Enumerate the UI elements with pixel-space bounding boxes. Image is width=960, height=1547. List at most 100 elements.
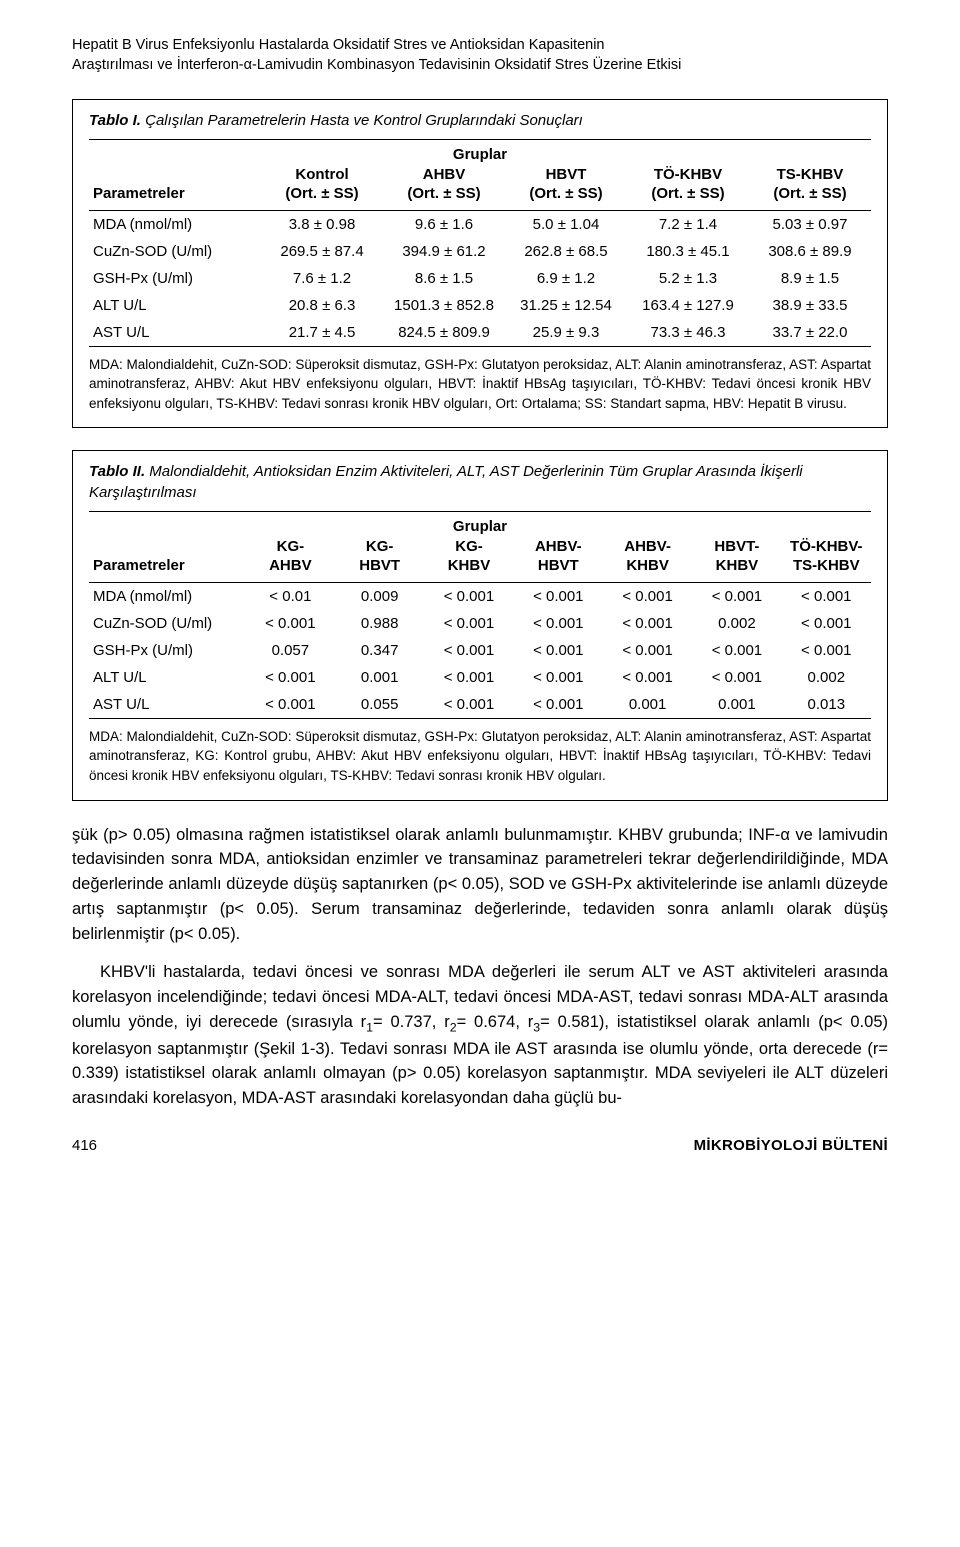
table-row: CuZn-SOD (U/ml)269.5 ± 87.4394.9 ± 61.22… bbox=[89, 238, 871, 265]
page-footer: 416 MİKROBİYOLOJİ BÜLTENİ bbox=[72, 1137, 888, 1154]
table-cell: AST U/L bbox=[89, 691, 246, 719]
table-cell: < 0.001 bbox=[246, 691, 335, 719]
table-2-footnote: MDA: Malondialdehit, CuZn-SOD: Süperoksi… bbox=[89, 719, 871, 786]
table-row: MDA (nmol/ml)< 0.010.009< 0.001< 0.001< … bbox=[89, 582, 871, 610]
table-2-body: MDA (nmol/ml)< 0.010.009< 0.001< 0.001< … bbox=[89, 582, 871, 718]
table-1-head: Parametreler Kontrol(Ort. ± SS) AHBV(Ort… bbox=[89, 163, 871, 210]
table-cell: < 0.001 bbox=[514, 691, 603, 719]
table-cell: 3.8 ± 0.98 bbox=[261, 210, 383, 238]
p2-b: = 0.674, r bbox=[457, 1013, 534, 1031]
table-2-head: Parametreler KG-AHBV KG-HBVT KG-KHBV AHB… bbox=[89, 535, 871, 582]
table-1-col-2: AHBV(Ort. ± SS) bbox=[383, 163, 505, 210]
table-row: GSH-Px (U/ml)7.6 ± 1.28.6 ± 1.56.9 ± 1.2… bbox=[89, 265, 871, 292]
table-cell: < 0.001 bbox=[424, 610, 513, 637]
table-row: CuZn-SOD (U/ml)< 0.0010.988< 0.001< 0.00… bbox=[89, 610, 871, 637]
table-cell: < 0.001 bbox=[514, 582, 603, 610]
table-cell: < 0.001 bbox=[782, 637, 871, 664]
table-1-col-0: Parametreler bbox=[89, 163, 261, 210]
table-cell: 269.5 ± 87.4 bbox=[261, 238, 383, 265]
running-header: Hepatit B Virus Enfeksiyonlu Hastalarda … bbox=[72, 36, 888, 75]
table-cell: 31.25 ± 12.54 bbox=[505, 292, 627, 319]
table-cell: 0.001 bbox=[335, 664, 424, 691]
table-2-title: Tablo II. Malondialdehit, Antioksidan En… bbox=[89, 461, 871, 503]
table-cell: < 0.001 bbox=[603, 582, 692, 610]
table-1-title-bold: Tablo I. bbox=[89, 112, 141, 129]
paragraph-1: şük (p> 0.05) olmasına rağmen istatistik… bbox=[72, 823, 888, 947]
table-cell: 308.6 ± 89.9 bbox=[749, 238, 871, 265]
table-2-box: Tablo II. Malondialdehit, Antioksidan En… bbox=[72, 450, 888, 800]
table-cell: < 0.001 bbox=[424, 582, 513, 610]
table-cell: CuZn-SOD (U/ml) bbox=[89, 610, 246, 637]
p2-sub-2: 2 bbox=[450, 1020, 457, 1034]
table-2-col-3: KG-KHBV bbox=[424, 535, 513, 582]
table-cell: 262.8 ± 68.5 bbox=[505, 238, 627, 265]
table-cell: 73.3 ± 46.3 bbox=[627, 319, 749, 347]
table-1-col-3: HBVT(Ort. ± SS) bbox=[505, 163, 627, 210]
table-cell: 0.001 bbox=[692, 691, 781, 719]
table-cell: 8.6 ± 1.5 bbox=[383, 265, 505, 292]
table-row: AST U/L< 0.0010.055< 0.001< 0.0010.0010.… bbox=[89, 691, 871, 719]
table-row: GSH-Px (U/ml)0.0570.347< 0.001< 0.001< 0… bbox=[89, 637, 871, 664]
table-cell: GSH-Px (U/ml) bbox=[89, 637, 246, 664]
table-cell: ALT U/L bbox=[89, 292, 261, 319]
table-2-title-rest: Malondialdehit, Antioksidan Enzim Aktivi… bbox=[89, 463, 803, 501]
table-cell: < 0.001 bbox=[692, 582, 781, 610]
table-cell: 6.9 ± 1.2 bbox=[505, 265, 627, 292]
table-cell: 25.9 ± 9.3 bbox=[505, 319, 627, 347]
table-1-body: MDA (nmol/ml)3.8 ± 0.989.6 ± 1.65.0 ± 1.… bbox=[89, 210, 871, 346]
table-cell: 0.002 bbox=[692, 610, 781, 637]
table-cell: 20.8 ± 6.3 bbox=[261, 292, 383, 319]
table-cell: < 0.001 bbox=[424, 637, 513, 664]
table-2-col-1: KG-AHBV bbox=[246, 535, 335, 582]
table-row: ALT U/L< 0.0010.001< 0.001< 0.001< 0.001… bbox=[89, 664, 871, 691]
table-cell: 0.002 bbox=[782, 664, 871, 691]
table-cell: 5.0 ± 1.04 bbox=[505, 210, 627, 238]
table-2-col-7: TÖ-KHBV-TS-KHBV bbox=[782, 535, 871, 582]
table-cell: 7.6 ± 1.2 bbox=[261, 265, 383, 292]
table-1-box: Tablo I. Çalışılan Parametrelerin Hasta … bbox=[72, 99, 888, 428]
table-cell: < 0.001 bbox=[514, 637, 603, 664]
table-cell: 8.9 ± 1.5 bbox=[749, 265, 871, 292]
table-1-group-label: Gruplar bbox=[89, 139, 871, 163]
table-cell: < 0.001 bbox=[603, 610, 692, 637]
table-cell: 180.3 ± 45.1 bbox=[627, 238, 749, 265]
table-row: MDA (nmol/ml)3.8 ± 0.989.6 ± 1.65.0 ± 1.… bbox=[89, 210, 871, 238]
table-cell: < 0.001 bbox=[246, 664, 335, 691]
table-2-title-bold: Tablo II. bbox=[89, 463, 145, 480]
table-cell: 0.013 bbox=[782, 691, 871, 719]
table-cell: 0.057 bbox=[246, 637, 335, 664]
table-2-col-5: AHBV-KHBV bbox=[603, 535, 692, 582]
paragraph-2: KHBV'li hastalarda, tedavi öncesi ve son… bbox=[72, 960, 888, 1111]
table-cell: 5.03 ± 0.97 bbox=[749, 210, 871, 238]
table-cell: 0.347 bbox=[335, 637, 424, 664]
table-cell: < 0.001 bbox=[603, 637, 692, 664]
table-1-footnote: MDA: Malondialdehit, CuZn-SOD: Süperoksi… bbox=[89, 347, 871, 414]
table-cell: 9.6 ± 1.6 bbox=[383, 210, 505, 238]
table-cell: < 0.01 bbox=[246, 582, 335, 610]
table-2-col-0: Parametreler bbox=[89, 535, 246, 582]
table-2: Parametreler KG-AHBV KG-HBVT KG-KHBV AHB… bbox=[89, 535, 871, 719]
p2-sub-1: 1 bbox=[366, 1020, 373, 1034]
table-1-col-5: TS-KHBV(Ort. ± SS) bbox=[749, 163, 871, 210]
table-cell: 5.2 ± 1.3 bbox=[627, 265, 749, 292]
table-1-col-1: Kontrol(Ort. ± SS) bbox=[261, 163, 383, 210]
table-cell: 394.9 ± 61.2 bbox=[383, 238, 505, 265]
table-cell: < 0.001 bbox=[782, 582, 871, 610]
table-cell: 33.7 ± 22.0 bbox=[749, 319, 871, 347]
table-1-title: Tablo I. Çalışılan Parametrelerin Hasta … bbox=[89, 110, 871, 131]
table-2-col-4: AHBV-HBVT bbox=[514, 535, 603, 582]
table-cell: GSH-Px (U/ml) bbox=[89, 265, 261, 292]
table-cell: < 0.001 bbox=[514, 664, 603, 691]
header-line-2: Araştırılması ve İnterferon-α-Lamivudin … bbox=[72, 56, 888, 76]
table-cell: 38.9 ± 33.5 bbox=[749, 292, 871, 319]
table-cell: 1501.3 ± 852.8 bbox=[383, 292, 505, 319]
table-1-col-4: TÖ-KHBV(Ort. ± SS) bbox=[627, 163, 749, 210]
table-cell: MDA (nmol/ml) bbox=[89, 210, 261, 238]
table-cell: < 0.001 bbox=[603, 664, 692, 691]
table-2-group-label: Gruplar bbox=[89, 511, 871, 535]
table-cell: 0.988 bbox=[335, 610, 424, 637]
table-cell: ALT U/L bbox=[89, 664, 246, 691]
table-cell: 0.001 bbox=[603, 691, 692, 719]
document-page: Hepatit B Virus Enfeksiyonlu Hastalarda … bbox=[0, 0, 960, 1184]
journal-name: MİKROBİYOLOJİ BÜLTENİ bbox=[694, 1137, 888, 1154]
